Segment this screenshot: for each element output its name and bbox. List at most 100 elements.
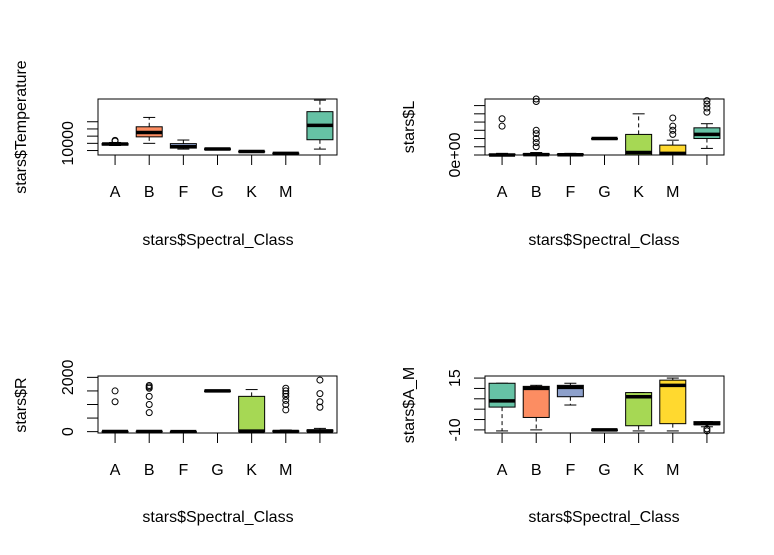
x-tick-label: K bbox=[246, 184, 257, 201]
plot-frame bbox=[97, 98, 338, 156]
iqr-box bbox=[659, 379, 687, 425]
iqr-box bbox=[625, 133, 653, 156]
outlier-point bbox=[703, 100, 711, 108]
x-tick-label: G bbox=[211, 462, 223, 479]
x-tick-label: B bbox=[531, 184, 542, 201]
x-tick-label: A bbox=[497, 462, 508, 479]
iqr-box bbox=[522, 385, 550, 418]
outlier-point bbox=[145, 392, 153, 400]
outlier-point bbox=[532, 143, 540, 151]
x-axis-label: stars$Spectral_Class bbox=[142, 232, 293, 249]
x-tick-label: F bbox=[178, 462, 188, 479]
outlier-point bbox=[282, 401, 290, 408]
x-tick-label: A bbox=[497, 184, 508, 201]
outlier-point bbox=[532, 97, 540, 105]
box-B bbox=[522, 384, 550, 431]
box-F bbox=[169, 139, 197, 150]
box-F bbox=[169, 429, 197, 434]
y-tick-label: 10000 bbox=[60, 121, 77, 166]
outlier-point bbox=[282, 387, 290, 395]
outlier-point bbox=[282, 406, 290, 414]
outlier-point bbox=[498, 115, 506, 123]
box-M bbox=[659, 377, 687, 432]
outlier-point bbox=[282, 392, 290, 400]
x-axis-label: stars$Spectral_Class bbox=[528, 509, 679, 526]
box-M bbox=[272, 384, 300, 434]
box-F bbox=[556, 382, 584, 406]
outlier-point bbox=[111, 136, 119, 144]
y-axis-label: stars$R bbox=[13, 377, 30, 432]
y-axis-label: stars$Temperature bbox=[13, 60, 30, 193]
x-tick-label: G bbox=[598, 462, 610, 479]
x-tick-label: M bbox=[666, 462, 679, 479]
outlier-point bbox=[532, 135, 540, 143]
box-M bbox=[272, 151, 300, 156]
x-tick-label: B bbox=[531, 462, 542, 479]
x-tick-label: B bbox=[144, 184, 155, 201]
outlier-point bbox=[145, 401, 153, 408]
x-tick-label: F bbox=[565, 462, 575, 479]
x-tick-label: M bbox=[279, 462, 292, 479]
outlier-point bbox=[316, 398, 324, 406]
box-O bbox=[306, 376, 334, 433]
outlier-point bbox=[703, 427, 711, 435]
outlier-point bbox=[111, 387, 119, 395]
x-tick-label: F bbox=[565, 184, 575, 201]
outlier-point bbox=[111, 398, 119, 406]
plot-frame bbox=[484, 375, 725, 434]
iqr-box bbox=[556, 384, 584, 398]
outlier-point bbox=[669, 130, 677, 138]
outlier-point bbox=[669, 126, 677, 134]
x-tick-label: G bbox=[211, 184, 223, 201]
box-B bbox=[135, 382, 163, 434]
box-K bbox=[625, 113, 653, 156]
box-O bbox=[693, 97, 721, 149]
x-tick-label: K bbox=[633, 462, 644, 479]
outlier-point bbox=[532, 126, 540, 134]
x-tick-label: A bbox=[110, 462, 121, 479]
box-B bbox=[522, 95, 550, 157]
iqr-box bbox=[238, 395, 266, 433]
outlier-point bbox=[532, 95, 540, 103]
box-O bbox=[693, 421, 721, 435]
x-tick-label: A bbox=[110, 184, 121, 201]
box-M bbox=[659, 114, 687, 156]
box-A bbox=[488, 115, 516, 157]
outlier-point bbox=[316, 376, 324, 384]
y-tick-label: -10 bbox=[447, 418, 464, 441]
x-tick-label: G bbox=[598, 184, 610, 201]
outlier-point bbox=[703, 97, 711, 105]
box-K bbox=[625, 392, 653, 432]
box-A bbox=[488, 382, 516, 432]
box-G bbox=[204, 147, 231, 151]
box-G bbox=[591, 428, 618, 432]
x-tick-label: M bbox=[666, 184, 679, 201]
outlier-point bbox=[669, 122, 677, 130]
y-axis-label: stars$A_M bbox=[401, 367, 418, 443]
plot-frame bbox=[484, 98, 725, 156]
box-A bbox=[101, 136, 129, 146]
box-G bbox=[591, 136, 618, 141]
x-tick-label: B bbox=[144, 462, 155, 479]
outlier-point bbox=[282, 390, 290, 398]
x-tick-label: K bbox=[633, 184, 644, 201]
outlier-point bbox=[532, 130, 540, 138]
y-tick-label: 15 bbox=[447, 369, 464, 387]
x-tick-label: F bbox=[178, 184, 188, 201]
x-tick-label: M bbox=[279, 184, 292, 201]
outlier-point bbox=[145, 409, 153, 417]
outlier-point bbox=[282, 384, 290, 392]
box-K bbox=[238, 389, 266, 433]
box-F bbox=[556, 152, 584, 157]
outlier-point bbox=[669, 114, 677, 122]
box-K bbox=[238, 149, 266, 154]
plot-frame bbox=[97, 375, 338, 434]
outlier-point bbox=[498, 122, 506, 130]
y-tick-label: 2000 bbox=[60, 359, 77, 395]
box-B bbox=[135, 116, 163, 144]
y-tick-label: 0e+00 bbox=[447, 132, 464, 177]
